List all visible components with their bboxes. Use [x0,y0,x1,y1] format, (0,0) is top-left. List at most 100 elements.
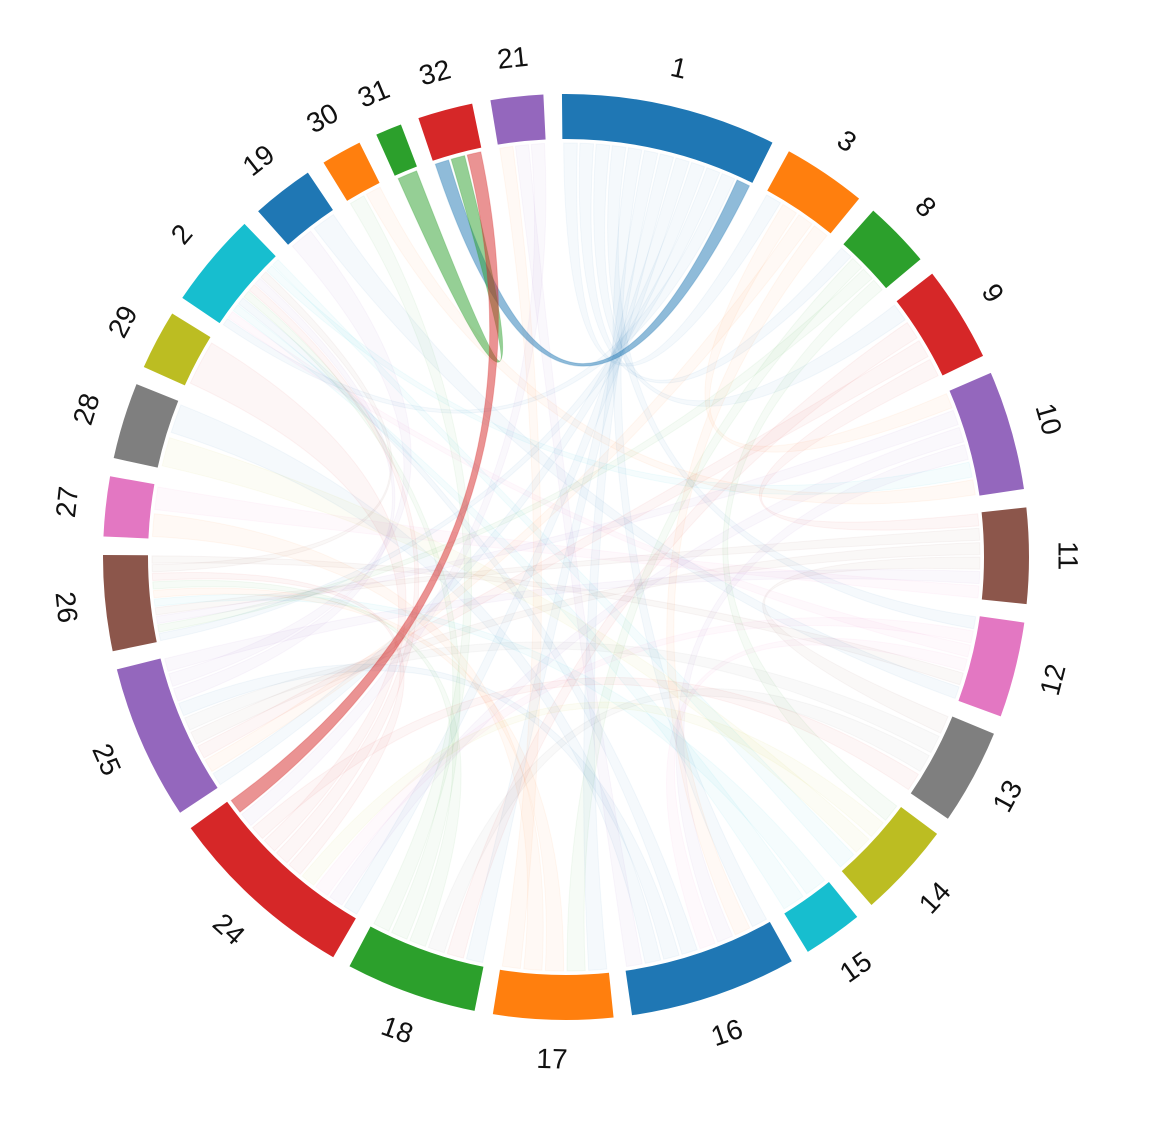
link-25-11 [164,569,981,673]
highlighted-link-32-24 [230,151,499,813]
segment-label-29: 29 [102,300,144,342]
link-3-10 [704,203,953,453]
link-17-21 [499,145,542,970]
link-8-17 [566,257,863,972]
link-1-12 [607,145,977,630]
segment-arc-11[interactable] [981,507,1029,605]
segment-label-26: 26 [50,590,84,624]
segment-arc-30[interactable] [323,142,380,201]
segment-arc-15[interactable] [784,881,858,952]
segment-label-10: 10 [1030,400,1068,438]
segment-arc-9[interactable] [896,273,984,376]
link-1-25 [212,161,706,786]
link-10-16 [675,444,969,943]
segment-label-17: 17 [536,1043,568,1075]
segment-label-11: 11 [1052,541,1083,570]
segment-arc-12[interactable] [958,616,1025,717]
link-17-26 [152,587,565,972]
segment-arc-25[interactable] [116,658,218,813]
link-16-2 [237,297,698,956]
link-12-2 [227,311,972,658]
segment-arc-8[interactable] [843,210,921,289]
segment-arc-2[interactable] [182,223,276,324]
link-1-24 [343,157,690,915]
segment-arc-13[interactable] [910,716,994,819]
link-11-25 [190,542,981,745]
segment-arc-3[interactable] [767,151,860,234]
link-11-26 [154,527,981,616]
segment-label-2: 2 [165,218,199,250]
link-13-25 [183,641,940,754]
segment-arcs-group [103,93,1029,1020]
link-12-24 [315,617,974,897]
link-26-2 [151,271,393,573]
segment-arc-24[interactable] [190,801,356,958]
segment-arc-1[interactable] [561,93,773,183]
link-1-18 [465,153,675,964]
segment-label-32: 32 [416,53,454,91]
link-14-24 [301,701,885,886]
segment-arc-26[interactable] [103,555,157,652]
highlighted-links-group [230,151,751,813]
segment-arc-27[interactable] [103,476,155,539]
segment-label-8: 8 [909,190,942,223]
link-27-11 [154,486,980,599]
segment-label-28: 28 [67,390,106,429]
segment-arc-14[interactable] [841,806,938,905]
segment-label-30: 30 [301,97,343,139]
segment-label-9: 9 [976,278,1011,308]
segment-arc-29[interactable] [143,313,211,386]
link-25-19 [168,230,412,687]
segment-label-3: 3 [832,124,862,158]
link-17-27 [151,513,544,971]
segment-arc-18[interactable] [349,926,484,1011]
link-2-14 [272,258,855,868]
link-18-2 [243,290,461,940]
link-18-26 [152,579,462,948]
link-1-26 [158,167,721,642]
highlighted-link-1-32 [434,159,751,367]
link-2-10 [266,264,973,495]
link-10-26 [155,409,959,625]
segment-label-14: 14 [913,876,957,920]
link-3-25 [204,214,813,773]
link-9-11 [759,358,980,531]
segment-arc-31[interactable] [376,124,417,176]
link-9-25 [197,340,929,759]
segment-label-12: 12 [1034,661,1072,699]
segment-label-13: 13 [986,775,1028,817]
link-15-2 [232,304,804,910]
link-8-26 [157,268,873,633]
link-1-16 [612,147,768,928]
segment-arc-19[interactable] [258,172,333,245]
segment-label-21: 21 [496,41,530,75]
link-30-10 [365,186,976,505]
faded-links-group [151,142,981,972]
link-24-2 [248,283,420,864]
link-9-18 [446,321,918,959]
segment-label-25: 25 [86,739,127,780]
segment-arc-28[interactable] [113,384,179,468]
link-10-24 [329,426,965,906]
link-21-16 [514,144,643,968]
link-15-26 [153,593,826,895]
link-1-2 [222,172,736,414]
link-21-24 [240,143,547,827]
link-16-25 [178,663,680,960]
link-14-28 [161,437,870,853]
segment-arc-17[interactable] [492,969,614,1020]
link-1-9 [593,143,906,407]
link-19-12 [313,213,960,700]
link-11-13 [762,556,981,734]
link-12-16 [666,637,968,950]
segment-arc-32[interactable] [418,103,482,161]
segment-label-18: 18 [377,1010,417,1050]
segment-arc-21[interactable] [490,94,546,145]
segment-arc-16[interactable] [625,921,792,1016]
segment-label-15: 15 [834,945,877,988]
link-24-26 [151,572,405,876]
link-1-17 [583,149,659,971]
link-3-16 [666,225,828,936]
segment-arc-10[interactable] [949,372,1024,496]
